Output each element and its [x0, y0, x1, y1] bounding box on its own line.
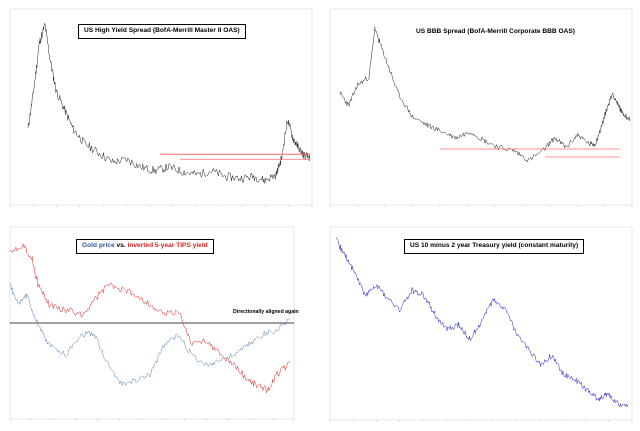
vs-title-part: vs. [114, 242, 128, 249]
high-yield-title: US High Yield Spread (BofA-Merrill Maste… [78, 24, 246, 39]
gold-price-line [9, 283, 291, 387]
gold-tips-title: Gold price vs. inverted 5-year TIPS yiel… [76, 239, 214, 254]
treasury-spread-panel: US 10 minus 2 year Treasury yield (const… [320, 215, 640, 431]
gold-vs-tips-panel: Gold price vs. inverted 5-year TIPS yiel… [0, 215, 320, 431]
tips-yield-line [9, 242, 291, 393]
treasury-title: US 10 minus 2 year Treasury yield (const… [404, 239, 585, 254]
bbb-plot-frame [329, 8, 633, 206]
directional-annotation: Directionally aligned again [233, 309, 299, 315]
treasury-spread-line [335, 237, 629, 408]
bbb-title: US BBB Spread (BofA-Merrill Corporate BB… [416, 28, 575, 35]
bbb-spread-panel: US BBB Spread (BofA-Merrill Corporate BB… [320, 0, 640, 215]
bbb-spread-chart [329, 8, 633, 207]
treasury-plot-frame [329, 226, 633, 421]
gold-title-part: Gold price [82, 242, 115, 249]
gold-vs-tips-chart [9, 226, 295, 421]
tips-title-part: inverted 5-year TIPS yield [127, 242, 208, 249]
hy-plot-frame [9, 8, 313, 206]
treasury-spread-chart [329, 226, 633, 422]
high-yield-spread-chart [9, 8, 313, 207]
hy-spread-line [27, 23, 311, 184]
bbb-spread-line [339, 26, 631, 163]
high-yield-spread-panel: US High Yield Spread (BofA-Merrill Maste… [0, 0, 320, 215]
